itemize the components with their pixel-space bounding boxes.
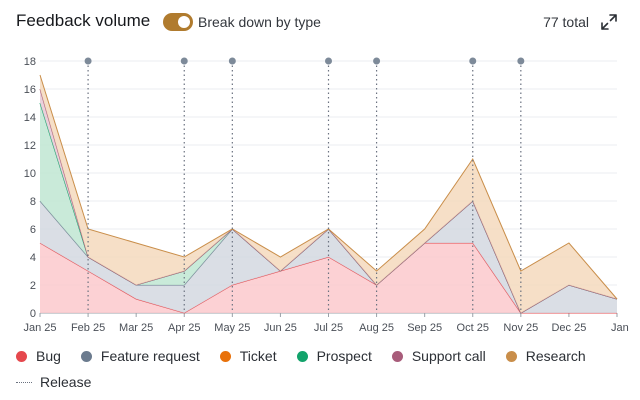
legend-label: Prospect	[316, 348, 372, 364]
y-tick-label: 12	[24, 140, 36, 152]
y-tick-label: 2	[30, 280, 36, 292]
legend-swatch	[296, 350, 308, 362]
legend-item-prospect[interactable]: Prospect	[296, 348, 372, 364]
release-marker-dot	[228, 57, 236, 65]
y-tick-label: 8	[30, 196, 36, 208]
y-tick-label: 10	[24, 168, 36, 180]
total-count: 77 total	[543, 14, 589, 30]
legend-item-support-call[interactable]: Support call	[391, 348, 486, 364]
y-tick-label: 0	[30, 308, 36, 320]
chart-header: Feedback volume Break down by type 77 to…	[0, 0, 640, 44]
legend-label: Feature request	[100, 348, 200, 364]
y-tick-label: 16	[24, 84, 36, 96]
release-marker-dot	[325, 57, 332, 65]
x-tick-label: Mar 25	[119, 322, 153, 334]
legend-label: Research	[525, 348, 586, 364]
legend-swatch	[391, 350, 403, 362]
toggle-label: Break down by type	[198, 14, 321, 30]
x-tick-label: Aug 25	[359, 322, 394, 334]
y-tick-label: 18	[24, 56, 36, 68]
release-marker-dot	[180, 57, 188, 65]
expand-arrows-icon[interactable]	[600, 13, 618, 31]
y-tick-label: 14	[24, 112, 36, 124]
legend-swatch	[16, 350, 27, 362]
release-marker-dot	[373, 57, 381, 65]
legend-swatch	[80, 350, 92, 362]
y-tick-label: 4	[30, 252, 36, 264]
legend-item-research[interactable]: Research	[505, 348, 586, 364]
x-tick-label: Oct 25	[457, 322, 489, 334]
legend-release-row: Release	[16, 372, 626, 392]
feedback-area-chart: 0 2 4 6 8 10 12 14 16 18 Jan 25 Feb 25 Mar 25 Apr 25 M…	[23, 56, 629, 334]
legend-series-row: Bug Feature request Ticket Prospect Support …	[16, 346, 626, 366]
legend-item-ticket[interactable]: Ticket	[219, 348, 277, 364]
release-marker-dot	[517, 57, 525, 65]
x-tick-label: Jan	[611, 322, 629, 334]
legend-swatch	[219, 350, 231, 362]
x-tick-label: Feb 25	[71, 322, 105, 334]
x-tick-label: Sep 25	[407, 322, 442, 334]
legend-item-feature-request[interactable]: Feature request	[80, 348, 200, 364]
y-tick-label: 6	[30, 224, 36, 236]
legend: Bug Feature request Ticket Prospect Support …	[16, 346, 626, 392]
toggle-switch[interactable]	[163, 13, 193, 31]
x-tick-label: Apr 25	[168, 322, 200, 334]
release-marker-dot	[84, 57, 92, 65]
breakdown-toggle[interactable]: Break down by type	[163, 11, 321, 33]
x-tick-label: Jul 25	[314, 322, 343, 334]
x-tick-label: Dec 25	[551, 322, 586, 334]
release-line-swatch	[16, 381, 32, 383]
legend-label: Ticket	[239, 348, 277, 364]
legend-swatch	[505, 350, 517, 362]
area-research	[40, 75, 617, 313]
chart-title: Feedback volume	[16, 11, 151, 30]
toggle-knob	[178, 16, 190, 28]
legend-label: Bug	[36, 348, 61, 364]
x-tick-label: Jan 25	[23, 322, 56, 334]
release-marker-dot	[469, 57, 477, 65]
x-tick-label: May 25	[214, 322, 250, 334]
legend-item-bug[interactable]: Bug	[16, 348, 61, 364]
legend-release-label: Release	[40, 374, 92, 390]
x-tick-label: Nov 25	[503, 322, 538, 334]
legend-label: Support call	[411, 348, 486, 364]
x-tick-label: Jun 25	[264, 322, 297, 334]
